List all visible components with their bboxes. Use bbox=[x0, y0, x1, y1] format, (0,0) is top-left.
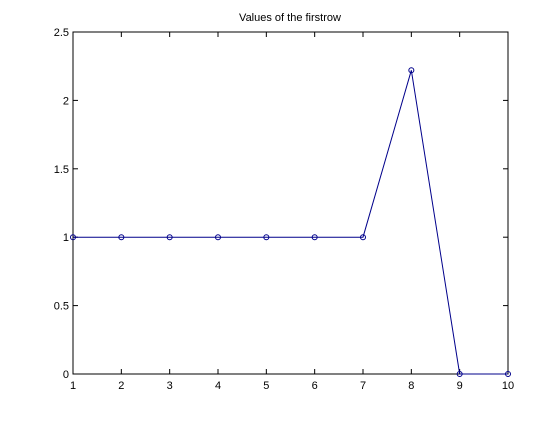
y-tick-label: 1.5 bbox=[54, 164, 69, 176]
x-tick-label: 5 bbox=[263, 380, 269, 392]
x-tick-label: 6 bbox=[312, 380, 318, 392]
data-point bbox=[263, 234, 270, 241]
data-point bbox=[408, 67, 415, 74]
y-tick-label: 0 bbox=[63, 369, 69, 381]
data-point bbox=[215, 234, 221, 241]
axes-layer: 1 2 3 4 5 6 7 8 9 10 0 0.5 1 1.5 2 2.5 bbox=[54, 27, 514, 392]
x-tick-label: 2 bbox=[118, 380, 124, 392]
series-line bbox=[73, 70, 508, 375]
data-point bbox=[505, 371, 511, 377]
y-tick-label: 2 bbox=[63, 95, 69, 107]
data-point bbox=[360, 234, 366, 241]
x-tick-label: 8 bbox=[408, 380, 414, 392]
data-point bbox=[166, 234, 173, 241]
chart-title: Values of the firstrow bbox=[239, 12, 341, 24]
y-tick-label: 1 bbox=[63, 232, 69, 244]
x-tick-label: 3 bbox=[167, 380, 173, 392]
plot-area bbox=[72, 31, 509, 375]
series-layer bbox=[70, 67, 511, 377]
data-point bbox=[456, 371, 463, 377]
x-tick-label: 1 bbox=[70, 380, 76, 392]
data-point bbox=[70, 234, 76, 241]
x-tick-label: 7 bbox=[360, 380, 366, 392]
data-point bbox=[311, 234, 318, 241]
x-tick-label: 10 bbox=[502, 380, 514, 392]
y-tick-label: 0.5 bbox=[54, 301, 69, 313]
x-tick-label: 9 bbox=[457, 380, 463, 392]
x-tick-label: 4 bbox=[215, 380, 221, 392]
data-point bbox=[118, 234, 125, 241]
y-tick-label: 2.5 bbox=[54, 27, 69, 39]
